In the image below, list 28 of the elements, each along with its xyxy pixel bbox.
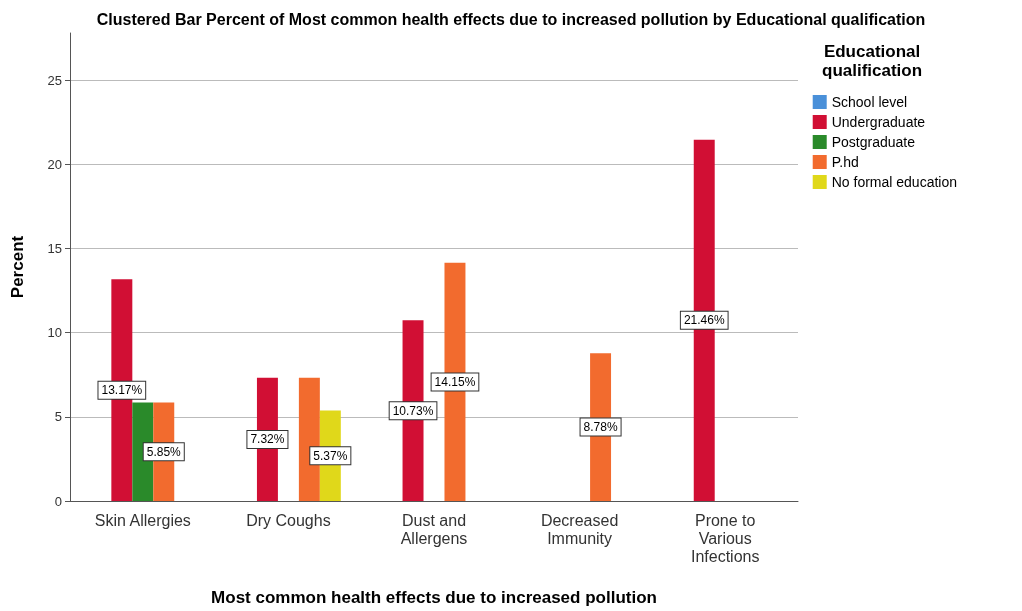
y-tick-label: 15 bbox=[47, 240, 62, 256]
data-label: 5.85% bbox=[146, 444, 182, 459]
chart-title: Clustered Bar Percent of Most common health effects due to increased pollution by Educational qualification bbox=[96, 10, 926, 28]
data-label: 5.37% bbox=[313, 448, 348, 463]
legend-label: School level bbox=[831, 94, 908, 110]
legend-label: Undergraduate bbox=[831, 114, 926, 130]
y-tick-label: 0 bbox=[54, 493, 62, 509]
x-tick-label: Decreased Immunity bbox=[540, 511, 619, 547]
data-label: 7.32% bbox=[250, 432, 285, 447]
x-tick-label: Prone to Various Infections bbox=[690, 511, 760, 565]
x-axis-title: Most common health effects due to increased pollution bbox=[211, 588, 657, 607]
x-tick-label: Skin Allergies bbox=[94, 511, 191, 529]
y-tick-label: 10 bbox=[47, 325, 62, 341]
legend-label: P.hd bbox=[831, 154, 859, 170]
data-label: 21.46% bbox=[683, 313, 725, 328]
x-tick-label: Dust and Allergens bbox=[400, 511, 468, 547]
data-label: 8.78% bbox=[583, 420, 618, 435]
y-tick-label: 20 bbox=[47, 156, 62, 172]
y-tick-label: 5 bbox=[54, 409, 62, 425]
x-tick-label: Dry Coughs bbox=[246, 511, 331, 529]
data-label: 13.17% bbox=[101, 383, 143, 398]
data-label: 10.73% bbox=[392, 403, 434, 418]
legend-label: Postgraduate bbox=[831, 134, 916, 150]
y-tick-label: 25 bbox=[47, 72, 62, 88]
data-label: 14.15% bbox=[434, 374, 476, 389]
y-axis-title: Percent bbox=[8, 235, 27, 299]
legend-label: No formal education bbox=[831, 174, 958, 190]
legend-title: Educational qualification bbox=[822, 42, 923, 80]
